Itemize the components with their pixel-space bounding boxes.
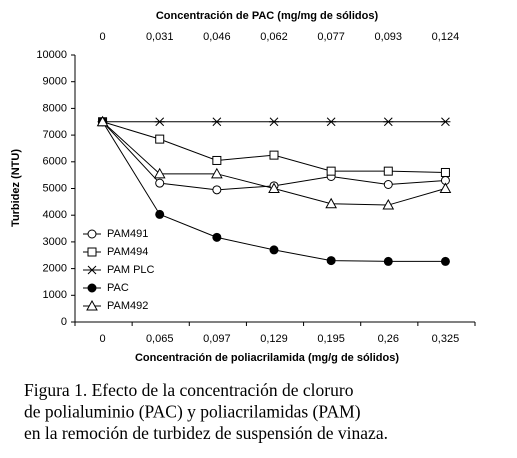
legend-label: PAM492 bbox=[107, 300, 148, 312]
y-tick-label: 10000 bbox=[36, 49, 67, 61]
data-point bbox=[268, 182, 280, 193]
x2-tick-label: 0,124 bbox=[432, 31, 460, 43]
data-point bbox=[155, 134, 165, 144]
x-tick-label: 0,26 bbox=[378, 333, 399, 345]
data-point bbox=[155, 209, 165, 219]
y-tick-label: 3000 bbox=[43, 236, 67, 248]
data-point bbox=[212, 155, 222, 165]
y-tick-label: 9000 bbox=[43, 76, 67, 88]
y-tick-label: 8000 bbox=[43, 102, 67, 114]
data-point bbox=[212, 232, 222, 242]
x-title: Concentración de poliacrilamida (mg/g de… bbox=[135, 352, 399, 364]
data-point bbox=[212, 185, 222, 195]
y-tick-label: 6000 bbox=[43, 156, 67, 168]
data-point bbox=[269, 117, 279, 127]
caption-line: de polialuminio (PAC) y poliacrilamidas … bbox=[24, 402, 361, 422]
data-point bbox=[211, 117, 222, 127]
x2-tick-label: 0,062 bbox=[260, 31, 288, 43]
data-point bbox=[96, 115, 109, 127]
x-tick-label: 0,325 bbox=[432, 333, 460, 345]
legend-marker bbox=[86, 299, 98, 311]
data-point bbox=[382, 199, 395, 210]
x-tick-label: 0,065 bbox=[146, 333, 174, 345]
data-point bbox=[325, 197, 337, 209]
data-point bbox=[383, 166, 393, 176]
data-point bbox=[269, 150, 279, 160]
legend-marker bbox=[87, 265, 97, 275]
data-point bbox=[440, 167, 450, 177]
caption-line: Figura 1. Efecto de la concentración de … bbox=[24, 380, 354, 400]
data-point bbox=[326, 256, 336, 266]
x2-tick-label: 0 bbox=[100, 31, 106, 43]
x2-title: Concentración de PAC (mg/mg de sólidos) bbox=[156, 10, 379, 22]
legend-label: PAM491 bbox=[107, 228, 148, 240]
y-tick-label: 5000 bbox=[43, 182, 67, 194]
data-point bbox=[440, 117, 451, 127]
data-point bbox=[326, 117, 337, 127]
legend-label: PAM494 bbox=[107, 246, 148, 258]
data-point bbox=[154, 117, 165, 127]
y-tick-label: 2000 bbox=[43, 263, 67, 275]
y-tick-label: 1000 bbox=[43, 289, 67, 301]
data-point bbox=[383, 117, 394, 127]
data-point bbox=[153, 167, 166, 179]
legend-label: PAM PLC bbox=[107, 264, 155, 276]
caption-line: en la remoción de turbidez de suspensión… bbox=[24, 423, 388, 443]
x2-tick-label: 0,046 bbox=[203, 31, 231, 43]
legend-marker bbox=[87, 283, 97, 293]
data-point bbox=[439, 182, 452, 193]
data-point bbox=[326, 166, 336, 176]
x2-tick-label: 0,031 bbox=[146, 31, 174, 43]
x-tick-label: 0,097 bbox=[203, 333, 231, 345]
data-point bbox=[383, 179, 393, 189]
data-point bbox=[211, 167, 223, 179]
data-point bbox=[269, 245, 279, 255]
data-point bbox=[383, 256, 393, 266]
legend-label: PAC bbox=[107, 282, 129, 294]
legend-marker bbox=[87, 229, 97, 239]
y-title: Turbidez (NTU) bbox=[10, 149, 22, 227]
data-point bbox=[440, 256, 450, 266]
y-tick-label: 0 bbox=[61, 316, 67, 328]
y-tick-label: 4000 bbox=[43, 209, 67, 221]
x-tick-label: 0,129 bbox=[260, 333, 288, 345]
x2-tick-label: 0,077 bbox=[317, 31, 345, 43]
x-tick-label: 0 bbox=[100, 333, 106, 345]
y-tick-label: 7000 bbox=[43, 129, 67, 141]
x2-tick-label: 0,093 bbox=[375, 31, 403, 43]
series-line bbox=[102, 121, 446, 173]
data-point bbox=[155, 178, 165, 188]
legend-marker bbox=[87, 247, 97, 257]
x-tick-label: 0,195 bbox=[317, 333, 345, 345]
